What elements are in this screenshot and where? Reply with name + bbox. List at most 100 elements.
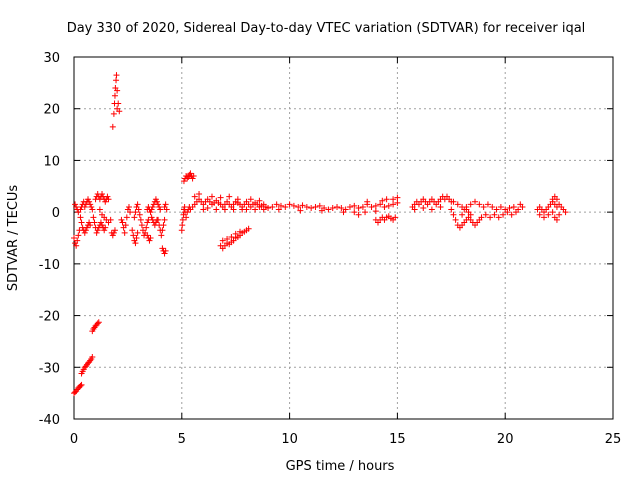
data-point (147, 235, 154, 241)
data-point (221, 206, 228, 213)
data-point (118, 216, 125, 223)
data-point (86, 219, 93, 226)
data-point (508, 211, 515, 218)
data-point (299, 202, 306, 209)
x-axis-label: GPS time / hours (286, 459, 395, 474)
y-tick-label: 30 (43, 51, 60, 66)
data-point (200, 206, 207, 213)
data-point (179, 222, 186, 229)
y-axis-label: SDTVAR / TECUs (6, 185, 21, 292)
data-point (467, 211, 474, 218)
data-point (146, 237, 153, 244)
data-point (134, 201, 141, 208)
data-point (115, 100, 122, 107)
data-point (125, 203, 132, 210)
data-point (295, 203, 302, 210)
data-point (450, 198, 457, 205)
data-point (109, 232, 116, 239)
data-point (102, 198, 109, 205)
data-point (385, 202, 392, 209)
data-point (189, 175, 196, 182)
data-point (472, 198, 479, 205)
data-point (553, 216, 560, 223)
data-point (437, 203, 444, 210)
data-point (102, 224, 109, 231)
data-point (273, 201, 280, 208)
data-point (109, 123, 116, 130)
data-point (297, 207, 304, 214)
data-point (137, 216, 144, 223)
data-point (381, 203, 388, 210)
data-point (123, 214, 130, 221)
data-point (138, 222, 145, 229)
data-point (132, 240, 139, 247)
data-point (162, 247, 169, 254)
data-point (290, 202, 297, 209)
data-point (179, 216, 186, 223)
data-point (163, 206, 170, 213)
x-tick-label: 25 (605, 432, 622, 447)
data-point (130, 232, 137, 239)
data-point (394, 199, 401, 206)
data-point (489, 203, 496, 210)
data-point (556, 211, 563, 218)
data-point (111, 227, 118, 234)
data-point (478, 214, 485, 221)
y-tick-label: 20 (43, 103, 60, 118)
data-point (94, 320, 101, 327)
data-point (114, 105, 121, 112)
data-point (208, 193, 215, 200)
data-point (282, 203, 289, 210)
data-point (480, 203, 487, 210)
data-point (147, 209, 154, 216)
data-point (286, 201, 293, 208)
x-tick-label: 20 (497, 432, 514, 447)
data-point (149, 203, 156, 210)
data-point (162, 201, 169, 208)
data-point (155, 216, 162, 223)
data-point (234, 196, 241, 203)
data-point (452, 216, 459, 223)
data-point (73, 203, 80, 210)
data-point (495, 214, 502, 221)
data-point (368, 203, 375, 210)
data-point (121, 229, 128, 236)
data-point (512, 209, 519, 216)
data-point (101, 227, 108, 234)
data-point (329, 205, 336, 212)
data-point (87, 222, 94, 229)
data-point (463, 203, 470, 210)
data-point (73, 242, 80, 249)
data-point (144, 219, 151, 226)
data-point (355, 211, 362, 218)
y-tick-label: -30 (39, 361, 60, 376)
data-point (372, 202, 379, 209)
data-point (448, 206, 455, 213)
y-tick-label: 0 (52, 206, 60, 221)
data-point (88, 203, 95, 210)
data-point (94, 227, 101, 234)
data-point (500, 211, 507, 218)
data-point (277, 202, 284, 209)
data-point (377, 201, 384, 208)
data-point (252, 206, 259, 213)
data-point (190, 172, 197, 179)
data-point (359, 203, 366, 210)
y-tick-label: -40 (39, 413, 60, 428)
data-point (519, 203, 526, 210)
data-point (484, 201, 491, 208)
data-point (217, 194, 224, 201)
x-tick-label: 5 (178, 432, 186, 447)
x-tick-label: 0 (70, 432, 78, 447)
data-point (549, 209, 556, 216)
data-point (136, 211, 143, 218)
data-point (308, 205, 315, 212)
data-point (89, 353, 96, 360)
data-point (541, 214, 548, 221)
data-point (245, 225, 252, 232)
grid (74, 57, 613, 419)
data-point (545, 211, 552, 218)
data-point (159, 245, 166, 252)
data-point (148, 214, 155, 221)
